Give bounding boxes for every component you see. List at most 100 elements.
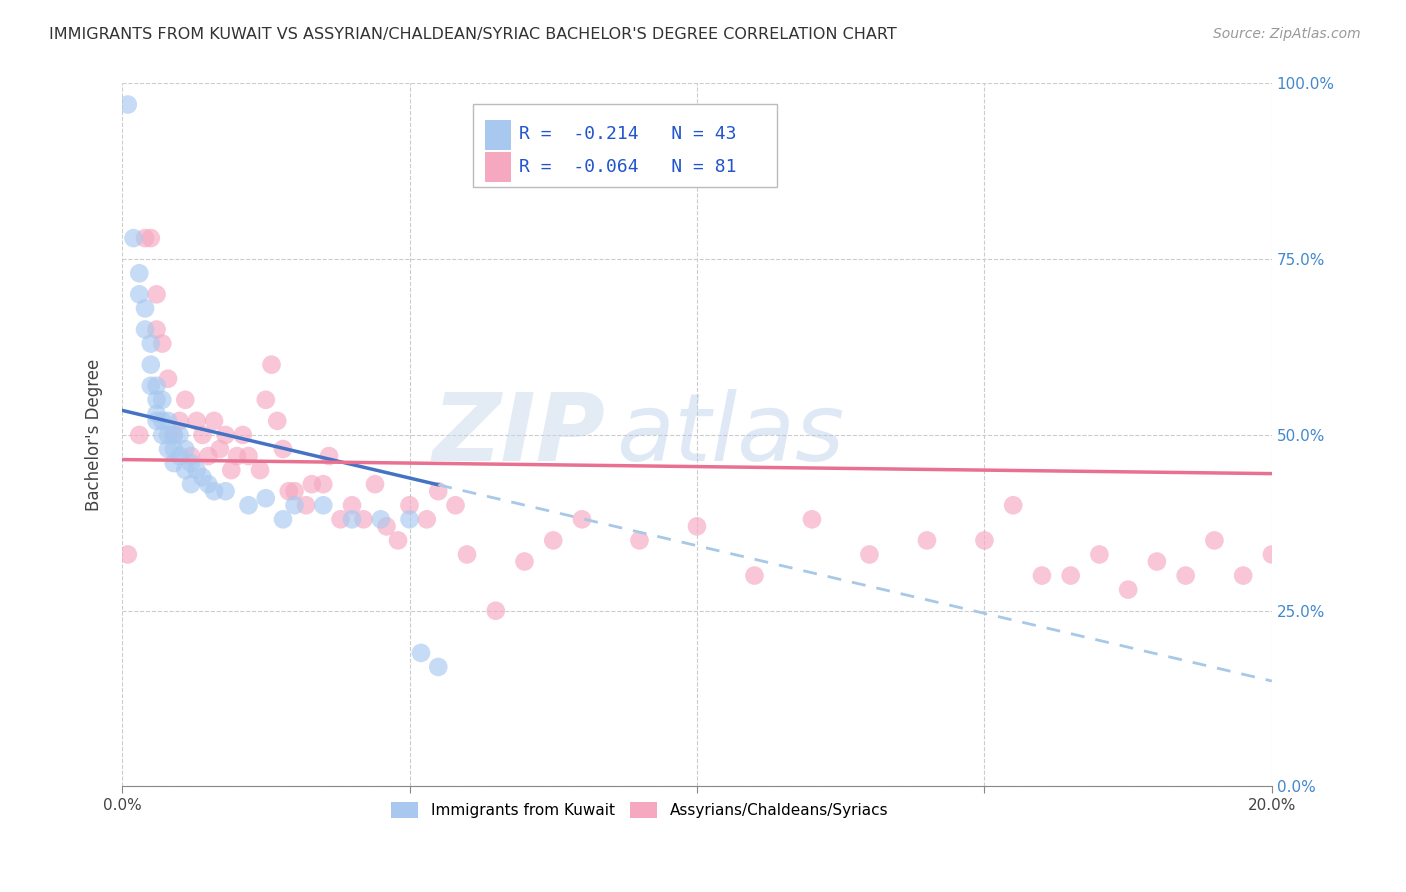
Point xyxy=(208,442,231,456)
Point xyxy=(340,512,363,526)
Text: Source: ZipAtlas.com: Source: ZipAtlas.com xyxy=(1213,27,1361,41)
Point xyxy=(295,498,318,512)
Point xyxy=(283,484,305,499)
Point xyxy=(122,231,145,245)
Point xyxy=(800,512,823,526)
Point xyxy=(427,660,450,674)
Point xyxy=(485,604,508,618)
Point xyxy=(163,428,186,442)
Point xyxy=(150,414,173,428)
Point xyxy=(1146,554,1168,568)
Point xyxy=(1261,548,1284,562)
Point xyxy=(197,449,219,463)
Point xyxy=(157,442,180,456)
Point xyxy=(312,477,335,491)
Point xyxy=(915,533,938,548)
Point xyxy=(858,548,880,562)
Point xyxy=(150,392,173,407)
Point xyxy=(191,428,214,442)
Point xyxy=(370,512,392,526)
Point xyxy=(180,449,202,463)
Point xyxy=(353,512,375,526)
Point xyxy=(163,442,186,456)
Point xyxy=(219,463,242,477)
Point xyxy=(139,358,162,372)
Point xyxy=(150,428,173,442)
Point xyxy=(1174,568,1197,582)
Point xyxy=(1116,582,1139,597)
Point xyxy=(238,449,260,463)
Point xyxy=(283,498,305,512)
Point xyxy=(174,392,197,407)
Point xyxy=(117,548,139,562)
Point xyxy=(202,484,225,499)
Point xyxy=(271,512,294,526)
Point xyxy=(186,463,208,477)
Point xyxy=(214,484,236,499)
Point xyxy=(191,470,214,484)
Point xyxy=(277,484,299,499)
Point xyxy=(398,498,420,512)
Point xyxy=(238,498,260,512)
Point xyxy=(1031,568,1053,582)
Point xyxy=(169,428,191,442)
Point xyxy=(180,477,202,491)
Point xyxy=(686,519,709,533)
FancyBboxPatch shape xyxy=(485,120,510,150)
Point xyxy=(128,428,150,442)
Point xyxy=(254,392,277,407)
Point xyxy=(128,287,150,301)
Point xyxy=(541,533,564,548)
Point xyxy=(1002,498,1025,512)
Point xyxy=(186,414,208,428)
Point xyxy=(145,287,167,301)
Point xyxy=(145,378,167,392)
Point xyxy=(318,449,340,463)
Point xyxy=(1088,548,1111,562)
Point xyxy=(197,477,219,491)
Point xyxy=(145,392,167,407)
Y-axis label: Bachelor's Degree: Bachelor's Degree xyxy=(86,359,103,511)
Point xyxy=(157,414,180,428)
Point xyxy=(139,336,162,351)
Point xyxy=(387,533,409,548)
Text: R =  -0.064   N = 81: R = -0.064 N = 81 xyxy=(519,158,737,176)
Point xyxy=(169,449,191,463)
Point xyxy=(174,463,197,477)
Point xyxy=(214,428,236,442)
Point xyxy=(973,533,995,548)
Point xyxy=(260,358,283,372)
Point xyxy=(744,568,766,582)
Point xyxy=(249,463,271,477)
Point xyxy=(340,498,363,512)
Point xyxy=(134,301,156,316)
Point xyxy=(134,322,156,336)
Point xyxy=(117,97,139,112)
Point xyxy=(180,456,202,470)
Point xyxy=(444,498,467,512)
Point xyxy=(456,548,478,562)
Legend: Immigrants from Kuwait, Assyrians/Chaldeans/Syriacs: Immigrants from Kuwait, Assyrians/Chalde… xyxy=(385,797,894,824)
Point xyxy=(271,442,294,456)
Text: R =  -0.214   N = 43: R = -0.214 N = 43 xyxy=(519,125,737,143)
Point xyxy=(364,477,387,491)
Point xyxy=(1232,568,1254,582)
Point xyxy=(169,414,191,428)
Point xyxy=(416,512,439,526)
Point xyxy=(513,554,536,568)
Point xyxy=(628,533,651,548)
Point xyxy=(232,428,254,442)
Point xyxy=(157,428,180,442)
Point xyxy=(571,512,593,526)
Point xyxy=(145,322,167,336)
Point xyxy=(427,484,450,499)
Point xyxy=(145,414,167,428)
Point xyxy=(409,646,432,660)
Point xyxy=(329,512,352,526)
FancyBboxPatch shape xyxy=(472,103,778,186)
Point xyxy=(226,449,249,463)
Point xyxy=(266,414,288,428)
Point xyxy=(301,477,323,491)
Point xyxy=(1060,568,1083,582)
Point xyxy=(163,456,186,470)
